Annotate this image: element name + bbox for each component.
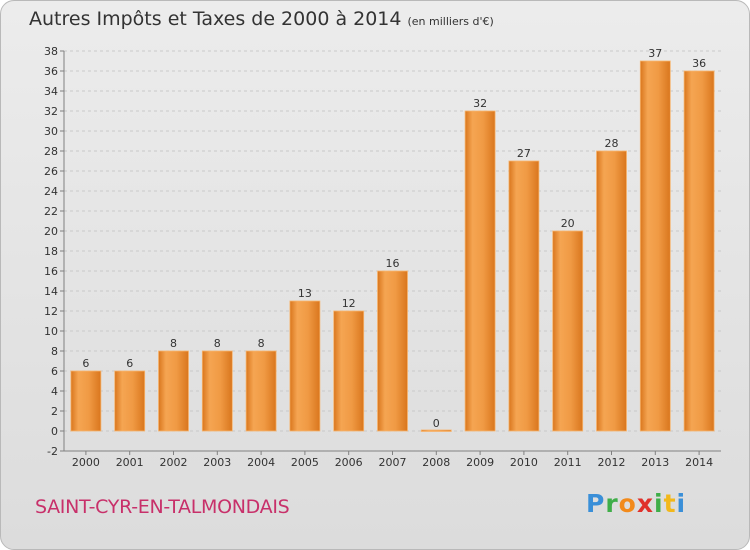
x-tick-label: 2003 [203, 456, 231, 469]
y-tick-label: 20 [44, 225, 58, 238]
logo-letter: o [618, 489, 637, 518]
logo-letter: i [676, 489, 687, 518]
bar-2011 [552, 230, 584, 432]
y-tick-label: 26 [44, 165, 58, 178]
bar-value-label: 8 [170, 337, 177, 350]
bar-2013 [639, 60, 671, 432]
bar-value-label: 36 [692, 57, 706, 70]
bar-2000 [70, 370, 102, 432]
bar-2004 [245, 350, 277, 432]
bar-2008 [420, 429, 452, 432]
proxiti-logo: Proxiti [586, 489, 686, 518]
y-tick-label: 2 [51, 405, 58, 418]
chart-title: Autres Impôts et Taxes de 2000 à 2014 (en… [29, 8, 494, 30]
bar-2005 [289, 300, 321, 432]
logo-letter: x [636, 489, 654, 518]
logo-letter: i [654, 489, 664, 518]
y-tick-label: 6 [51, 365, 58, 378]
y-tick-label: 12 [44, 305, 58, 318]
x-tick-label: 2000 [72, 456, 100, 469]
y-tick-label: 0 [51, 425, 58, 438]
x-tick-label: 2014 [685, 456, 713, 469]
y-tick-label: 34 [44, 85, 58, 98]
x-tick-label: 2006 [335, 456, 363, 469]
x-tick-label: 2011 [554, 456, 582, 469]
bar-value-label: 8 [214, 337, 221, 350]
x-tick-label: 2005 [291, 456, 319, 469]
x-tick-label: 2001 [116, 456, 144, 469]
y-tick-label: 28 [44, 145, 58, 158]
bar-2014 [683, 70, 715, 432]
bar-value-label: 0 [433, 417, 440, 430]
labels: -202468101214161820222426283032343638620… [44, 45, 713, 469]
bar-value-label: 6 [82, 357, 89, 370]
bar-value-label: 27 [517, 147, 531, 160]
logo-letter: P [586, 489, 606, 518]
y-tick-label: 22 [44, 205, 58, 218]
x-tick-label: 2008 [422, 456, 450, 469]
logo-letter: r [605, 489, 619, 518]
bar-value-label: 32 [473, 97, 487, 110]
bar-2003 [201, 350, 233, 432]
x-tick-label: 2002 [160, 456, 188, 469]
y-tick-label: 10 [44, 325, 58, 338]
axes [60, 50, 721, 455]
y-tick-label: 18 [44, 245, 58, 258]
bar-2001 [114, 370, 146, 432]
bar-2002 [158, 350, 189, 432]
bar-value-label: 8 [258, 337, 265, 350]
bar-value-label: 16 [386, 257, 400, 270]
x-tick-label: 2004 [247, 456, 275, 469]
y-tick-label: 16 [44, 265, 58, 278]
y-tick-label: 38 [44, 45, 58, 58]
x-tick-label: 2009 [466, 456, 494, 469]
y-tick-label: 24 [44, 185, 58, 198]
y-tick-label: 4 [51, 385, 58, 398]
x-tick-label: 2007 [379, 456, 407, 469]
bars [70, 60, 715, 432]
bar-2006 [333, 310, 365, 432]
bar-value-label: 37 [648, 47, 662, 60]
bar-value-label: 12 [342, 297, 356, 310]
chart-title-text: Autres Impôts et Taxes de 2000 à 2014 [29, 8, 402, 30]
x-tick-label: 2012 [598, 456, 626, 469]
bar-value-label: 6 [126, 357, 133, 370]
bar-value-label: 13 [298, 287, 312, 300]
bar-2009 [464, 110, 496, 432]
bar-value-label: 20 [561, 217, 575, 230]
bar-2007 [377, 270, 408, 432]
town-name: SAINT-CYR-EN-TALMONDAIS [35, 496, 290, 518]
y-tick-label: 30 [44, 125, 58, 138]
x-tick-label: 2010 [510, 456, 538, 469]
bar-value-label: 28 [605, 137, 619, 150]
y-tick-label: 36 [44, 65, 58, 78]
x-tick-label: 2013 [641, 456, 669, 469]
y-tick-label: 32 [44, 105, 58, 118]
chart-subtitle: (en milliers d'€) [407, 15, 494, 28]
bar-2012 [596, 150, 627, 432]
y-tick-label: -2 [47, 445, 58, 458]
y-tick-label: 14 [44, 285, 58, 298]
bar-2010 [508, 160, 540, 432]
y-tick-label: 8 [51, 345, 58, 358]
logo-letter: t [663, 489, 677, 518]
